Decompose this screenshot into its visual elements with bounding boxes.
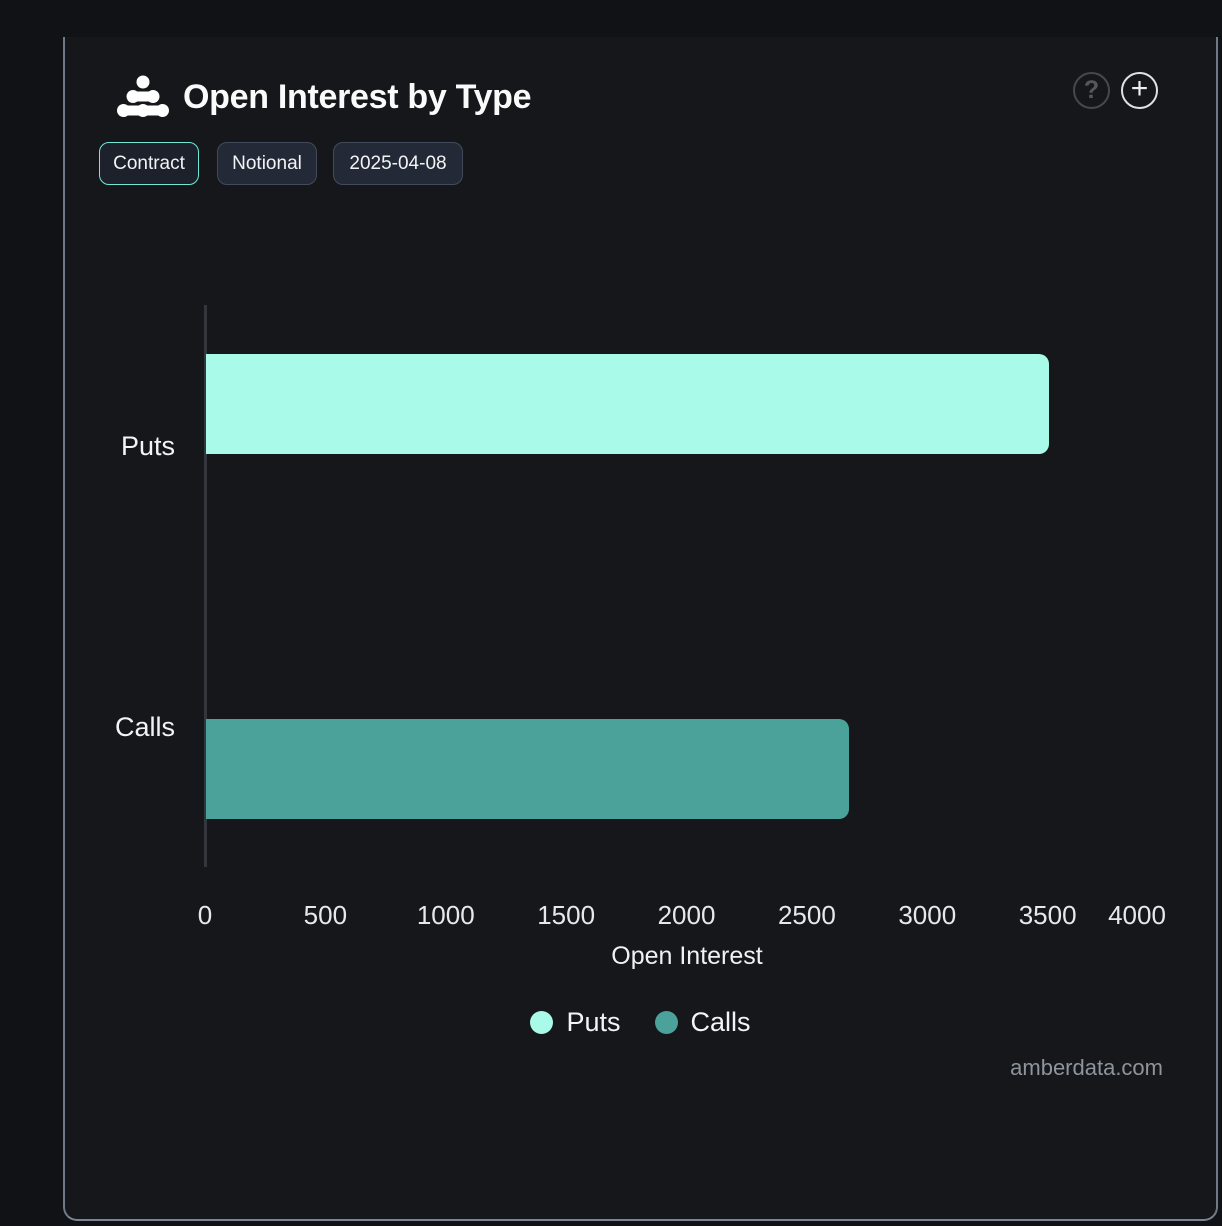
tab-notional[interactable]: Notional <box>217 142 317 185</box>
y-axis-label-puts: Puts <box>120 430 175 461</box>
help-icon[interactable]: ? <box>1073 72 1110 109</box>
watermark: amberdata.com <box>1010 1055 1163 1080</box>
x-tick-3000: 3000 <box>898 900 957 930</box>
legend-swatch-calls <box>654 1011 678 1034</box>
y-axis-line <box>204 305 207 867</box>
bar-calls[interactable] <box>206 718 849 819</box>
date-picker-button[interactable]: 2025-04-08 <box>333 142 463 185</box>
chart-legend: Puts Calls <box>65 1007 1216 1038</box>
legend-label: Puts <box>566 1007 621 1037</box>
legend-label: Calls <box>690 1007 751 1037</box>
tab-contract[interactable]: Contract <box>99 142 199 185</box>
x-tick-0: 0 <box>197 900 213 930</box>
x-tick-500: 500 <box>303 900 348 930</box>
legend-swatch-puts <box>530 1011 554 1034</box>
x-tick-2500: 2500 <box>777 900 836 930</box>
amberdata-logo-icon <box>117 75 169 117</box>
legend-item-puts[interactable]: Puts <box>530 1007 621 1038</box>
page-title: Open Interest by Type <box>183 78 532 116</box>
x-tick-3500: 3500 <box>1018 900 1077 930</box>
legend-item-calls[interactable]: Calls <box>654 1007 751 1038</box>
x-tick-4000: 4000 <box>1108 900 1166 930</box>
bar-puts[interactable] <box>206 353 1049 454</box>
add-icon[interactable]: + <box>1121 72 1158 109</box>
open-interest-widget: Open Interest by Type ? + Contract Notio… <box>63 37 1218 1221</box>
y-axis-label-calls: Calls <box>114 711 175 742</box>
x-tick-1500: 1500 <box>537 900 596 930</box>
x-tick-1000: 1000 <box>416 900 475 930</box>
x-axis-title: Open Interest <box>611 942 763 970</box>
x-tick-2000: 2000 <box>657 900 716 930</box>
